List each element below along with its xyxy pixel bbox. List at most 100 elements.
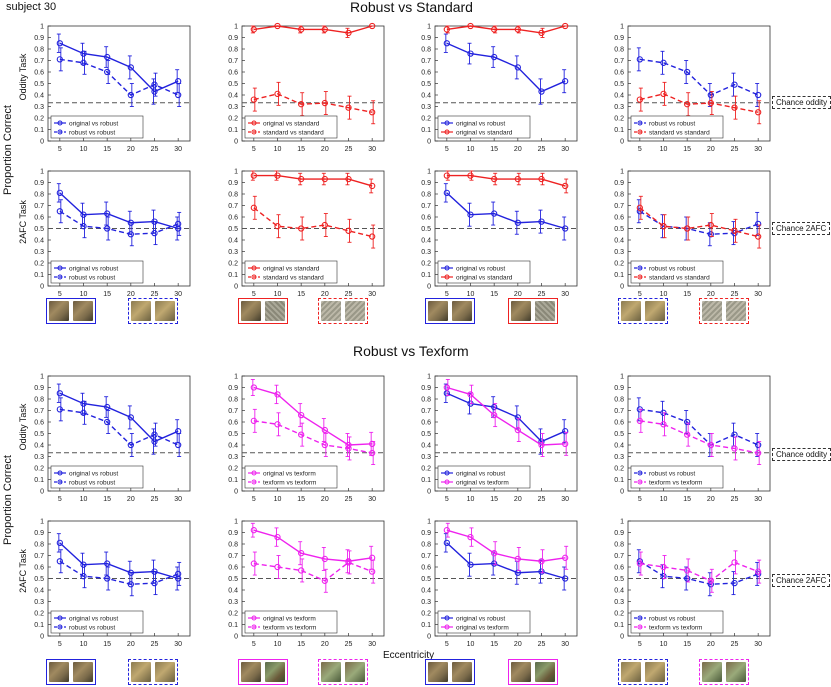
x-tick-label: 10	[80, 641, 88, 648]
data-point	[298, 26, 305, 33]
series-standard-vs-standard	[250, 81, 376, 125]
y-tick-label: 0.7	[421, 553, 431, 560]
x-tick-label: 30	[174, 641, 182, 648]
data-point	[250, 172, 257, 179]
y-tick-label: 0.4	[421, 588, 431, 595]
data-point	[562, 428, 569, 435]
y-tick-label: 1	[40, 374, 44, 381]
y-tick-label: 0.3	[34, 104, 44, 111]
legend: original vs robust robust vs robust	[50, 465, 144, 489]
stimulus-thumbnail	[345, 662, 365, 682]
y-tick-label: 0.6	[421, 70, 431, 77]
section-title-robust-vs-texform: Robust vs Texform	[353, 343, 469, 359]
data-point	[562, 78, 569, 85]
legend-swatch-marker	[444, 274, 450, 280]
y-tick-label: 0.2	[34, 611, 44, 618]
data-point	[56, 40, 63, 47]
x-tick-label: 5	[58, 146, 62, 153]
panel-5: 00.10.20.30.40.50.60.70.80.915 10 15 20 25 30…	[34, 169, 191, 298]
y-tick-label: 1	[234, 24, 238, 31]
legend-box	[630, 610, 724, 634]
data-point	[80, 573, 87, 580]
stimulus-thumbnail	[511, 301, 531, 321]
thumbnail-pair	[46, 298, 96, 324]
data-point	[298, 411, 305, 419]
y-tick-label: 0.2	[421, 611, 431, 618]
series-original-vs-texform	[250, 379, 376, 457]
stimulus-thumbnail	[49, 301, 69, 321]
data-point	[369, 449, 376, 457]
data-point	[345, 104, 352, 111]
y-tick-label: 0.7	[421, 203, 431, 210]
legend-label: texform vs texform	[263, 480, 316, 487]
data-point	[175, 570, 182, 578]
data-point	[80, 59, 87, 66]
y-tick-label: 0.4	[614, 588, 624, 595]
stimulus-thumbnail	[621, 301, 641, 321]
y-tick-label: 0.1	[421, 127, 431, 134]
data-point	[755, 233, 762, 240]
thumbnail-pair	[128, 659, 178, 685]
data-point	[56, 208, 63, 215]
series-line	[253, 174, 373, 187]
series-original-vs-texform	[443, 522, 569, 574]
data-point	[274, 533, 281, 541]
x-tick-label: 15	[490, 146, 498, 153]
data-point	[127, 441, 134, 449]
legend-box	[244, 115, 338, 139]
series-line	[446, 392, 566, 443]
thumbnail-pair	[46, 659, 96, 685]
y-tick-label: 0.5	[228, 226, 238, 233]
data-point	[104, 68, 111, 76]
thumbnail-pair	[128, 298, 178, 324]
y-tick-label: 0.6	[228, 215, 238, 222]
legend-box	[437, 115, 531, 139]
data-point	[755, 568, 762, 575]
data-point	[514, 219, 521, 226]
series-line	[446, 174, 566, 187]
data-point	[491, 210, 498, 217]
y-tick-label: 0.9	[421, 35, 431, 42]
legend-swatch-marker	[444, 615, 450, 621]
y-tick-label: 1	[40, 169, 44, 176]
x-tick-label: 5	[638, 291, 642, 298]
x-tick-label: 30	[368, 146, 376, 153]
y-tick-label: 0.8	[228, 47, 238, 54]
y-tick-label: 0.3	[228, 599, 238, 606]
legend-box	[50, 260, 144, 284]
y-tick-label: 0.8	[34, 542, 44, 549]
legend-swatch-marker	[637, 624, 643, 630]
y-tick-label: 0.7	[614, 553, 624, 560]
thumbnail-pair	[425, 659, 475, 685]
data-point	[491, 403, 498, 411]
y-tick-label: 0.5	[421, 576, 431, 583]
y-tick-label: 0.2	[34, 261, 44, 268]
data-point	[345, 175, 352, 183]
series-original-vs-standard	[443, 22, 569, 38]
y-tick-label: 1	[40, 24, 44, 31]
series-line	[59, 408, 179, 446]
data-point	[467, 533, 474, 541]
series-line	[446, 192, 566, 230]
y-tick-label: 0	[40, 489, 44, 496]
legend: robust vs robust standard vs standard	[630, 260, 724, 284]
y-axis-label-top: Proportion Correct	[2, 105, 14, 195]
series-standard-vs-standard	[636, 81, 762, 125]
legend: robust vs robust standard vs standard	[630, 115, 724, 139]
data-point	[538, 175, 545, 183]
y-tick-label: 0	[427, 139, 431, 146]
legend-swatch-marker	[444, 624, 450, 630]
data-point	[491, 53, 498, 61]
y-tick-label: 0.5	[34, 576, 44, 583]
legend: original vs robust original vs texform	[437, 610, 531, 634]
x-tick-label: 5	[638, 641, 642, 648]
data-point	[636, 56, 643, 63]
x-tick-label: 10	[660, 641, 668, 648]
data-point	[104, 418, 111, 426]
y-tick-label: 0.3	[228, 249, 238, 256]
data-point	[636, 560, 643, 567]
y-tick-label: 0.9	[34, 530, 44, 537]
y-tick-label: 0.4	[34, 93, 44, 100]
legend-swatch-marker	[251, 624, 257, 630]
legend-swatch-marker	[251, 479, 257, 485]
